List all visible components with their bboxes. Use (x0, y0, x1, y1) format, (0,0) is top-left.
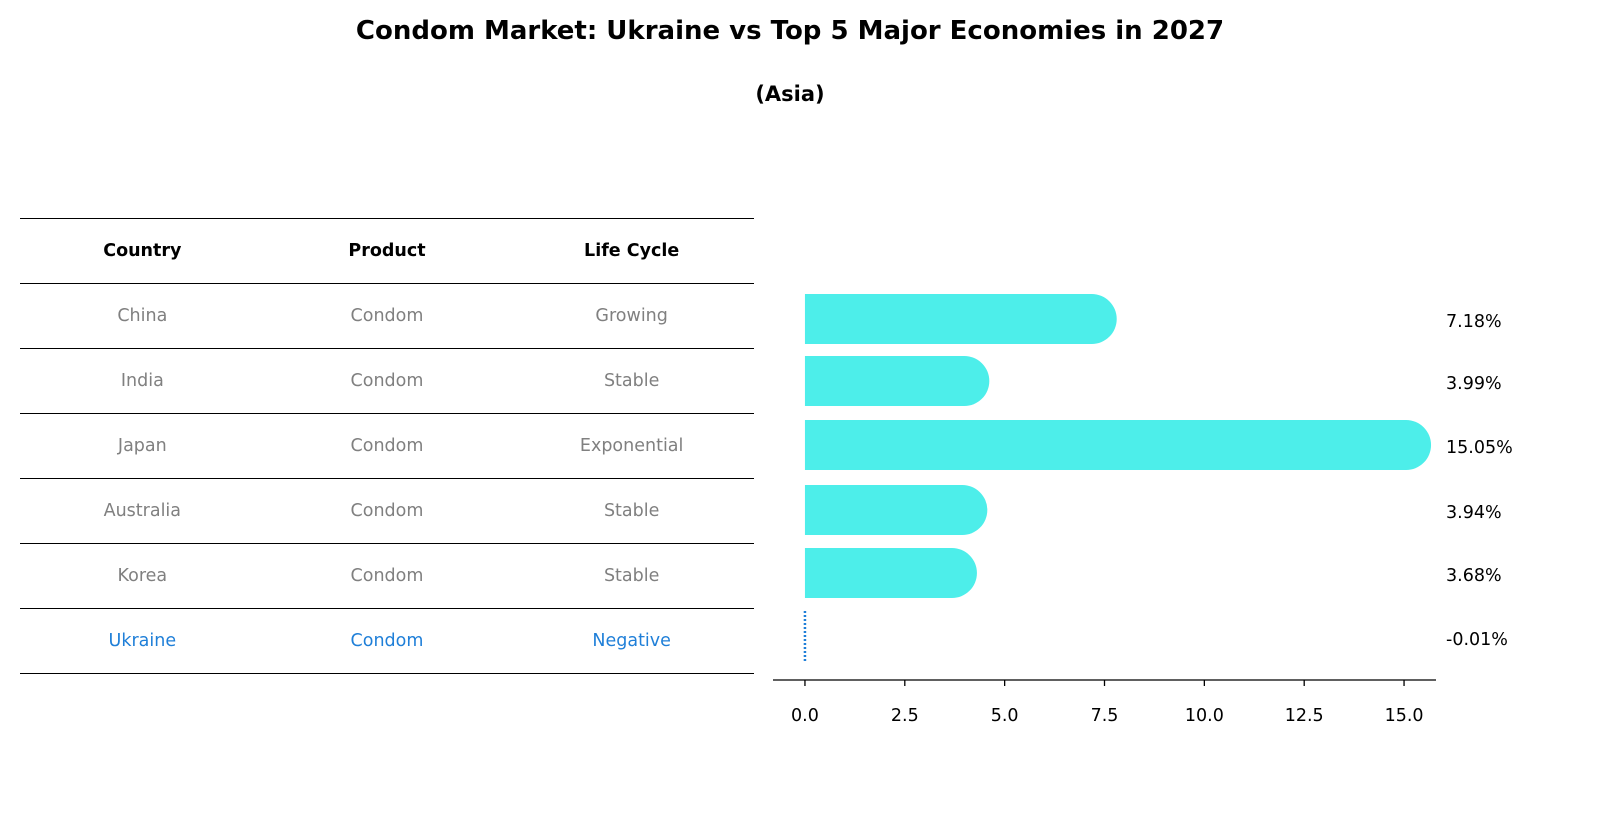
cell-lifecycle: Stable (509, 348, 754, 414)
chart-title: Condom Market: Ukraine vs Top 5 Major Ec… (355, 16, 1225, 46)
value-label: 3.99% (1446, 374, 1502, 394)
table-row: India Condom Stable (20, 348, 754, 414)
cell-country: China (20, 283, 265, 349)
bar-australia (804, 485, 988, 535)
cell-lifecycle: Stable (509, 543, 754, 609)
table-row: Australia Condom Stable (20, 478, 754, 544)
bar-japan (804, 420, 1432, 470)
value-label: 3.68% (1446, 566, 1502, 586)
cell-country: Korea (20, 543, 265, 609)
x-tick-label: 15.0 (1385, 706, 1424, 726)
table-row: Japan Condom Exponential (20, 413, 754, 479)
x-tick-label: 12.5 (1285, 706, 1324, 726)
cell-country: Ukraine (20, 608, 265, 674)
bar-china (804, 294, 1117, 344)
table-row: Korea Condom Stable (20, 543, 754, 609)
value-label: 7.18% (1446, 312, 1502, 332)
cell-country: India (20, 348, 265, 414)
table-row: China Condom Growing (20, 283, 754, 349)
info-table: Country Product Life Cycle China Condom Gr… (20, 218, 754, 674)
cell-product: Condom (264, 348, 510, 414)
cell-product: Condom (264, 608, 510, 674)
x-tick-label: 10.0 (1185, 706, 1224, 726)
cell-country: Australia (20, 478, 265, 544)
value-label: 3.94% (1446, 503, 1502, 523)
x-tick-label: 2.5 (891, 706, 919, 726)
header-country: Country (20, 218, 265, 284)
cell-lifecycle: Stable (509, 478, 754, 544)
cell-product: Condom (264, 413, 510, 479)
x-tick-label: 0.0 (791, 706, 819, 726)
cell-lifecycle: Growing (509, 283, 754, 349)
chart-subtitle: (Asia) (755, 82, 825, 106)
header-lifecycle: Life Cycle (509, 218, 754, 284)
bar-korea (804, 548, 977, 598)
cell-lifecycle: Exponential (509, 413, 754, 479)
cell-product: Condom (264, 478, 510, 544)
x-tick-label: 7.5 (1091, 706, 1119, 726)
cell-country: Japan (20, 413, 265, 479)
table-header-row: Country Product Life Cycle (20, 218, 754, 284)
value-label: 15.05% (1446, 438, 1513, 458)
cell-product: Condom (264, 543, 510, 609)
cell-product: Condom (264, 283, 510, 349)
header-product: Product (264, 218, 510, 284)
cell-lifecycle: Negative (509, 608, 754, 674)
bar-india (804, 356, 990, 406)
x-tick-label: 5.0 (991, 706, 1019, 726)
table-row-highlight: Ukraine Condom Negative (20, 608, 754, 674)
value-label: -0.01% (1446, 630, 1508, 650)
